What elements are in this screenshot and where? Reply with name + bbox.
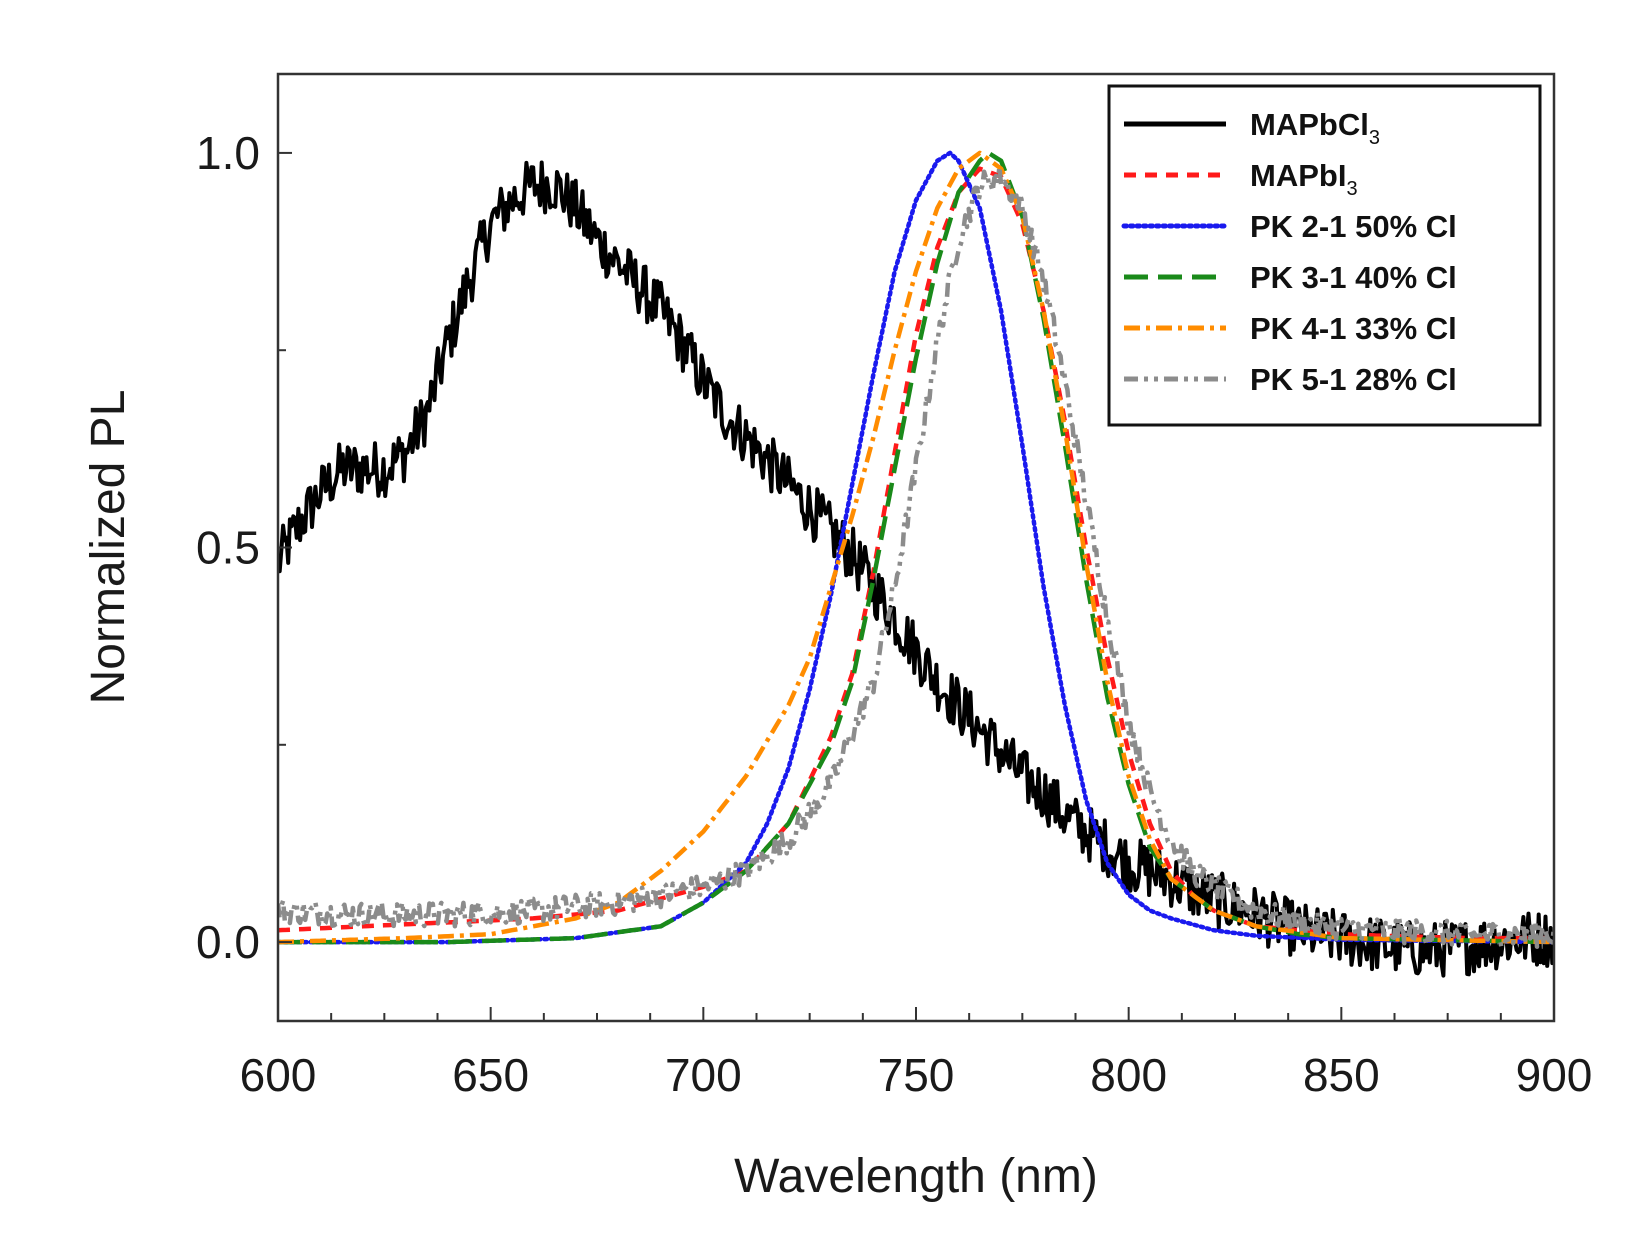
y-axis-title: Normalized PL (82, 390, 135, 705)
legend-label-6: PK 5-1 28% Cl (1250, 362, 1457, 397)
series-line-5 (278, 150, 1554, 945)
axis-layer: 600 650 700 750 800 850 900 0.0 0.5 1.0 (196, 127, 1592, 1101)
series-line-1 (278, 160, 1554, 978)
legend-label-3: PK 2-1 50% Cl (1250, 209, 1457, 244)
x-tick-label: 750 (878, 1049, 955, 1101)
x-tick-label: 850 (1303, 1049, 1380, 1101)
y-tick-label: 1.0 (196, 127, 260, 179)
x-axis-title: Wavelength (nm) (734, 1150, 1098, 1203)
x-tick-label: 800 (1090, 1049, 1167, 1101)
y-tick-label: 0.0 (196, 916, 260, 968)
legend-label-4: PK 3-1 40% Cl (1250, 260, 1457, 295)
legend-box (1107, 84, 1542, 427)
series-line-6 (278, 164, 1554, 949)
x-tick-label: 700 (665, 1049, 742, 1101)
y-tick-label: 0.5 (196, 522, 260, 574)
legend-label-5: PK 4-1 33% Cl (1250, 311, 1457, 346)
x-tick-label: 650 (452, 1049, 529, 1101)
series-line-4 (278, 150, 1554, 945)
x-tick-label: 900 (1516, 1049, 1593, 1101)
x-tick-label: 600 (240, 1049, 317, 1101)
series-layer (278, 150, 1554, 978)
